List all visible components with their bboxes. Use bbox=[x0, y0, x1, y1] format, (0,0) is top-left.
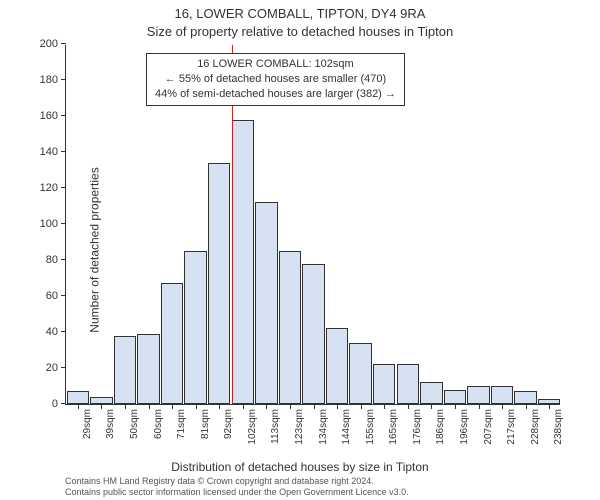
footer-license: Contains public sector information licen… bbox=[65, 487, 409, 498]
x-tick-mark bbox=[526, 404, 527, 409]
histogram-bar bbox=[161, 283, 183, 404]
chart-subtitle: Size of property relative to detached ho… bbox=[0, 24, 600, 39]
y-tick-mark bbox=[61, 79, 66, 80]
x-tick-mark bbox=[455, 404, 456, 409]
histogram-bar bbox=[208, 163, 230, 404]
y-tick-label: 180 bbox=[40, 74, 58, 86]
histogram-bar bbox=[444, 390, 466, 404]
histogram-bar bbox=[326, 328, 348, 404]
x-tick-label: 29sqm bbox=[82, 409, 93, 439]
x-tick-mark bbox=[196, 404, 197, 409]
y-tick-label: 80 bbox=[46, 254, 58, 266]
plot-area: 02040608010012014016018020029sqm39sqm50s… bbox=[65, 45, 560, 405]
x-tick-mark bbox=[337, 404, 338, 409]
x-tick-mark bbox=[384, 404, 385, 409]
chart-title-address: 16, LOWER COMBALL, TIPTON, DY4 9RA bbox=[0, 6, 600, 21]
x-tick-mark bbox=[266, 404, 267, 409]
histogram-bar bbox=[302, 264, 324, 404]
x-axis-label: Distribution of detached houses by size … bbox=[0, 460, 600, 474]
x-tick-label: 81sqm bbox=[200, 409, 211, 439]
footer-copyright: Contains HM Land Registry data © Crown c… bbox=[65, 476, 409, 487]
histogram-bar bbox=[184, 251, 206, 404]
x-tick-label: 176sqm bbox=[412, 409, 423, 445]
histogram-bar bbox=[397, 364, 419, 404]
histogram-bar bbox=[67, 391, 89, 404]
histogram-bar bbox=[514, 391, 536, 404]
y-tick-label: 100 bbox=[40, 218, 58, 230]
y-tick-label: 0 bbox=[52, 398, 58, 410]
y-tick-mark bbox=[61, 331, 66, 332]
annotation-box: 16 LOWER COMBALL: 102sqm← 55% of detache… bbox=[146, 53, 405, 106]
x-tick-mark bbox=[502, 404, 503, 409]
x-tick-label: 102sqm bbox=[247, 409, 258, 445]
y-tick-mark bbox=[61, 367, 66, 368]
annotation-line3: 44% of semi-detached houses are larger (… bbox=[155, 87, 396, 102]
x-tick-label: 113sqm bbox=[270, 409, 281, 444]
y-tick-mark bbox=[61, 151, 66, 152]
histogram-bar bbox=[279, 251, 301, 404]
histogram-bar bbox=[373, 364, 395, 404]
x-tick-label: 134sqm bbox=[318, 409, 329, 445]
x-tick-mark bbox=[125, 404, 126, 409]
y-tick-label: 140 bbox=[40, 146, 58, 158]
y-tick-label: 60 bbox=[46, 290, 58, 302]
x-tick-mark bbox=[549, 404, 550, 409]
x-tick-label: 71sqm bbox=[176, 409, 187, 439]
x-tick-label: 207sqm bbox=[483, 409, 494, 445]
x-tick-label: 186sqm bbox=[435, 409, 446, 445]
x-tick-mark bbox=[361, 404, 362, 409]
x-tick-mark bbox=[314, 404, 315, 409]
chart-footer: Contains HM Land Registry data © Crown c… bbox=[65, 476, 409, 499]
y-tick-label: 20 bbox=[46, 362, 58, 374]
y-tick-label: 200 bbox=[40, 38, 58, 50]
x-tick-label: 196sqm bbox=[459, 409, 470, 445]
x-tick-label: 92sqm bbox=[223, 409, 234, 439]
x-tick-mark bbox=[101, 404, 102, 409]
x-tick-label: 144sqm bbox=[341, 409, 352, 445]
x-tick-mark bbox=[172, 404, 173, 409]
histogram-bar bbox=[255, 202, 277, 404]
y-tick-mark bbox=[61, 187, 66, 188]
x-tick-label: 123sqm bbox=[294, 409, 305, 445]
x-tick-mark bbox=[290, 404, 291, 409]
y-tick-mark bbox=[61, 295, 66, 296]
histogram-bar bbox=[232, 120, 254, 404]
x-tick-label: 155sqm bbox=[365, 409, 376, 445]
histogram-bar bbox=[114, 336, 136, 404]
y-tick-label: 120 bbox=[40, 182, 58, 194]
histogram-bar bbox=[349, 343, 371, 404]
x-tick-label: 217sqm bbox=[506, 409, 517, 445]
y-tick-mark bbox=[61, 43, 66, 44]
x-tick-mark bbox=[243, 404, 244, 409]
x-tick-label: 228sqm bbox=[530, 409, 541, 445]
x-tick-mark bbox=[219, 404, 220, 409]
histogram-bar bbox=[467, 386, 489, 404]
y-tick-mark bbox=[61, 223, 66, 224]
histogram-bar bbox=[90, 397, 112, 404]
x-tick-mark bbox=[479, 404, 480, 409]
x-tick-mark bbox=[149, 404, 150, 409]
annotation-line2: ← 55% of detached houses are smaller (47… bbox=[155, 72, 396, 87]
x-tick-mark bbox=[408, 404, 409, 409]
x-tick-mark bbox=[78, 404, 79, 409]
x-tick-label: 50sqm bbox=[129, 409, 140, 439]
y-tick-mark bbox=[61, 259, 66, 260]
property-size-chart: 16, LOWER COMBALL, TIPTON, DY4 9RA Size … bbox=[0, 0, 600, 500]
x-tick-label: 165sqm bbox=[388, 409, 399, 445]
x-tick-mark bbox=[431, 404, 432, 409]
histogram-bar bbox=[137, 334, 159, 404]
x-tick-label: 238sqm bbox=[553, 409, 564, 445]
x-tick-label: 60sqm bbox=[153, 409, 164, 439]
y-tick-label: 40 bbox=[46, 326, 58, 338]
y-tick-mark bbox=[61, 403, 66, 404]
histogram-bar bbox=[420, 382, 442, 404]
y-tick-mark bbox=[61, 115, 66, 116]
y-tick-label: 160 bbox=[40, 110, 58, 122]
histogram-bar bbox=[491, 386, 513, 404]
x-tick-label: 39sqm bbox=[105, 409, 116, 439]
annotation-line1: 16 LOWER COMBALL: 102sqm bbox=[155, 57, 396, 72]
